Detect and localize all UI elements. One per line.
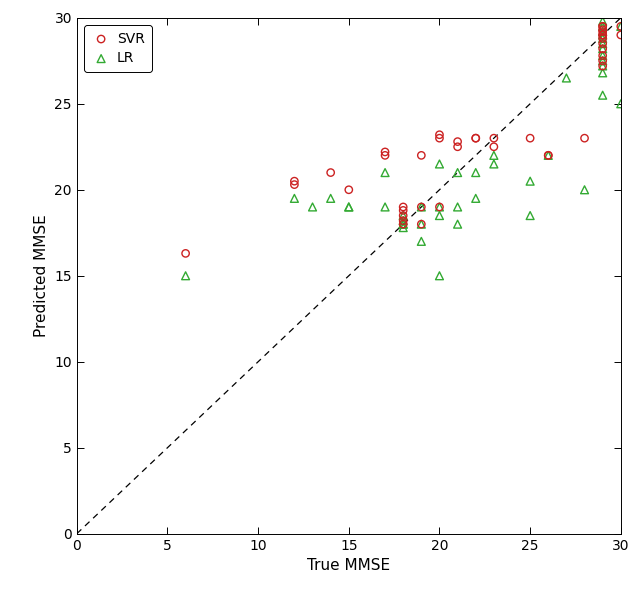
LR (525, 211, 535, 220)
LR (579, 185, 589, 195)
SVR (598, 39, 608, 48)
LR (598, 44, 608, 53)
LR (416, 219, 426, 229)
SVR (543, 151, 554, 160)
SVR (598, 56, 608, 65)
LR (452, 168, 463, 177)
SVR (435, 133, 445, 143)
LR (416, 237, 426, 246)
LR (543, 151, 554, 160)
SVR (616, 21, 626, 31)
LR (307, 202, 317, 212)
SVR (380, 147, 390, 157)
LR (470, 193, 481, 203)
Y-axis label: Predicted MMSE: Predicted MMSE (34, 215, 49, 337)
LR (470, 168, 481, 177)
SVR (344, 185, 354, 195)
SVR (435, 202, 445, 212)
SVR (416, 151, 426, 160)
SVR (598, 21, 608, 31)
SVR (598, 27, 608, 36)
X-axis label: True MMSE: True MMSE (307, 558, 390, 573)
SVR (470, 133, 481, 143)
LR (598, 68, 608, 78)
LR (561, 73, 572, 82)
SVR (416, 219, 426, 229)
LR (398, 216, 408, 225)
LR (435, 202, 445, 212)
LR (598, 27, 608, 36)
SVR (598, 61, 608, 71)
SVR (398, 211, 408, 220)
SVR (435, 130, 445, 139)
LR (289, 193, 300, 203)
LR (398, 211, 408, 220)
LR (598, 61, 608, 71)
LR (398, 219, 408, 229)
SVR (598, 21, 608, 31)
SVR (452, 137, 463, 146)
LR (380, 202, 390, 212)
LR (344, 202, 354, 212)
LR (598, 30, 608, 40)
SVR (598, 34, 608, 43)
SVR (579, 133, 589, 143)
LR (452, 219, 463, 229)
LR (525, 176, 535, 186)
LR (598, 9, 608, 19)
LR (435, 159, 445, 168)
LR (598, 51, 608, 60)
SVR (416, 202, 426, 212)
LR (598, 21, 608, 31)
SVR (598, 51, 608, 60)
LR (326, 193, 336, 203)
SVR (598, 30, 608, 40)
SVR (180, 248, 191, 258)
SVR (616, 30, 626, 40)
SVR (525, 133, 535, 143)
SVR (289, 180, 300, 189)
LR (180, 271, 191, 280)
LR (398, 219, 408, 229)
LR (489, 151, 499, 160)
LR (598, 17, 608, 26)
SVR (543, 151, 554, 160)
LR (598, 39, 608, 48)
SVR (398, 202, 408, 212)
LR (344, 202, 354, 212)
SVR (452, 142, 463, 151)
LR (435, 271, 445, 280)
LR (416, 202, 426, 212)
LR (435, 211, 445, 220)
LR (598, 56, 608, 65)
LR (452, 202, 463, 212)
SVR (326, 168, 336, 177)
SVR (598, 30, 608, 40)
SVR (598, 44, 608, 53)
LR (489, 159, 499, 168)
LR (398, 223, 408, 232)
LR (598, 34, 608, 43)
LR (598, 90, 608, 100)
SVR (598, 25, 608, 34)
SVR (398, 219, 408, 229)
SVR (398, 206, 408, 215)
SVR (489, 142, 499, 151)
SVR (470, 133, 481, 143)
SVR (380, 151, 390, 160)
SVR (489, 133, 499, 143)
SVR (289, 176, 300, 186)
LR (598, 4, 608, 14)
LR (616, 99, 626, 109)
LR (616, 21, 626, 31)
Legend: SVR, LR: SVR, LR (84, 25, 152, 72)
LR (380, 168, 390, 177)
SVR (398, 216, 408, 225)
